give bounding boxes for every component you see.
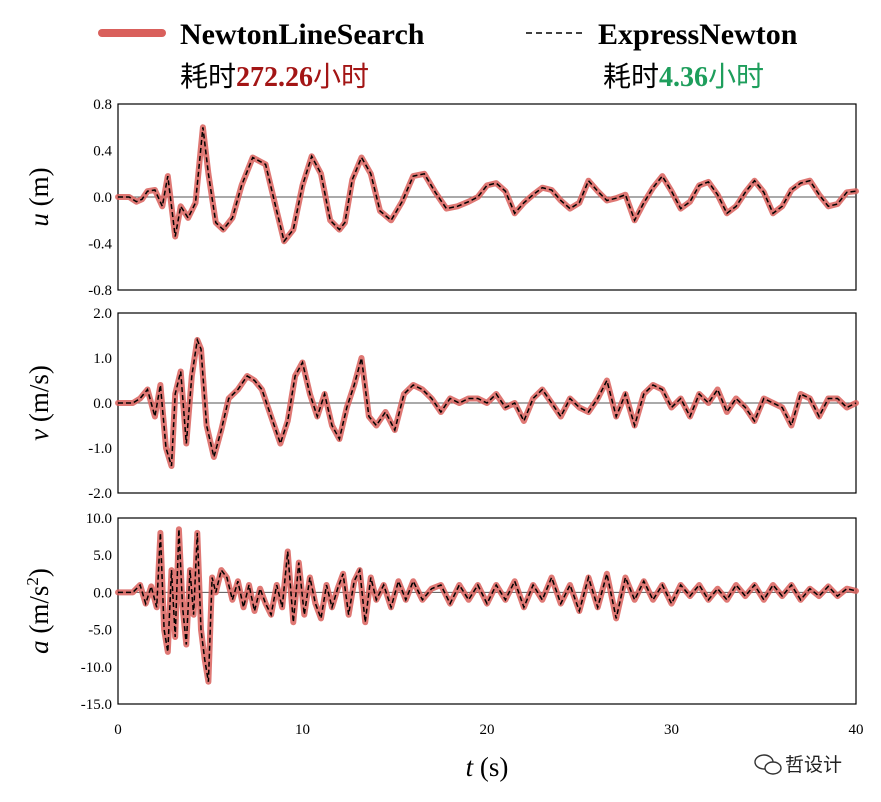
x-tick-label: 30 bbox=[664, 722, 679, 738]
y-tick-label: -0.4 bbox=[88, 237, 112, 253]
y-tick-label: 0.4 bbox=[93, 144, 112, 160]
y-tick-label: 1.0 bbox=[93, 351, 112, 367]
legend: NewtonLineSearch 耗时272.26小时 ExpressNewto… bbox=[98, 18, 798, 93]
y-tick-label: 5.0 bbox=[93, 548, 112, 564]
wechat-icon bbox=[754, 754, 782, 775]
watermark: 哲设计 bbox=[754, 754, 842, 776]
x-tick-label: 0 bbox=[114, 722, 122, 738]
panel-a: 10.0 5.0 0.0 -5.0 -10.0 -15.00 10 20 30 40 t (s) a … bbox=[23, 511, 864, 782]
watermark-text: 哲设计 bbox=[785, 754, 842, 776]
y-tick-label: -2.0 bbox=[88, 486, 112, 502]
y-tick-label: -1.0 bbox=[88, 441, 112, 457]
panel-v: 2.0 1.0 0.0 -1.0 -2.0 v (m/s) bbox=[24, 306, 859, 502]
x-tick-label: 20 bbox=[480, 722, 495, 738]
legend-label-expressnewton: ExpressNewton bbox=[598, 18, 798, 51]
y-tick-label: -10.0 bbox=[81, 660, 112, 676]
x-tick-label: 10 bbox=[295, 722, 310, 738]
y-tick-label: 0.0 bbox=[93, 190, 112, 206]
time-value: 4.36 bbox=[659, 62, 708, 93]
time-value: 272.26 bbox=[236, 62, 313, 93]
time-prefix: 耗时 bbox=[603, 61, 659, 93]
series-line-newtonlinesearch bbox=[115, 124, 859, 245]
y-tick-label: 0.8 bbox=[93, 97, 112, 113]
series-line-expressnewton bbox=[118, 529, 857, 682]
y-tick-label: -5.0 bbox=[88, 623, 112, 639]
series-line-expressnewton bbox=[118, 337, 857, 467]
y-tick-label: -0.8 bbox=[88, 283, 112, 299]
legend-label-newtonlinesearch: NewtonLineSearch bbox=[180, 18, 425, 51]
time-label-newtonlinesearch: 耗时272.26小时 bbox=[180, 61, 369, 93]
time-prefix: 耗时 bbox=[180, 61, 236, 93]
series-line-expressnewton bbox=[118, 127, 857, 243]
y-axis-label: a (m/s2) bbox=[23, 568, 54, 654]
x-axis-label: t (s) bbox=[466, 752, 509, 782]
y-tick-label: 10.0 bbox=[86, 511, 112, 527]
panels: 0.8 0.4 0.0 -0.4 -0.8 u (m) 2.0 1.0 0.0 -1.0 -2.0 v… bbox=[23, 97, 864, 782]
y-axis-label: v (m/s) bbox=[24, 365, 54, 441]
y-tick-label: -15.0 bbox=[81, 697, 112, 713]
panel-u: 0.8 0.4 0.0 -0.4 -0.8 u (m) bbox=[24, 97, 859, 299]
plot-frame bbox=[117, 517, 857, 705]
time-label-expressnewton: 耗时4.36小时 bbox=[603, 61, 764, 93]
time-suffix: 小时 bbox=[708, 61, 764, 93]
time-suffix: 小时 bbox=[313, 61, 369, 93]
x-tick-label: 40 bbox=[849, 722, 864, 738]
y-tick-label: 2.0 bbox=[93, 306, 112, 322]
y-axis-label: u (m) bbox=[24, 167, 54, 226]
y-tick-label: 0.0 bbox=[93, 585, 112, 601]
series-line-newtonlinesearch bbox=[115, 526, 859, 685]
y-tick-label: 0.0 bbox=[93, 396, 112, 412]
